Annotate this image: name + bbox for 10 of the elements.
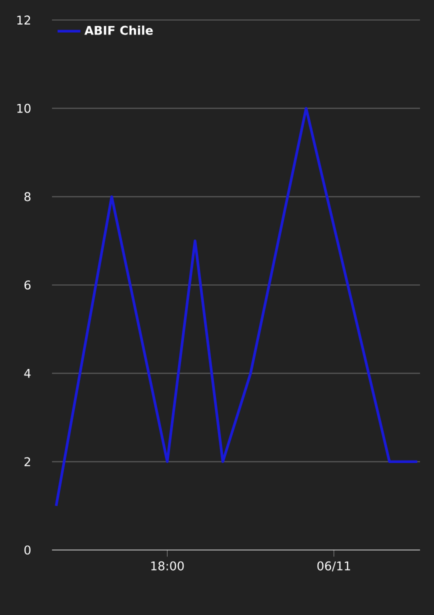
legend-label: ABIF Chile	[84, 26, 153, 35]
x-tick-label: 18:00	[151, 561, 184, 570]
y-tick-label: 2	[24, 457, 30, 466]
y-tick-label: 6	[24, 280, 31, 290]
y-tick-label: 8	[24, 192, 30, 202]
y-tick-label: 12	[17, 16, 30, 24]
y-tick-label: 0	[24, 545, 30, 555]
x-tick-label: 06/11	[317, 561, 350, 572]
y-tick-label: 10	[17, 104, 30, 113]
y-tick-label: 4	[24, 368, 31, 378]
